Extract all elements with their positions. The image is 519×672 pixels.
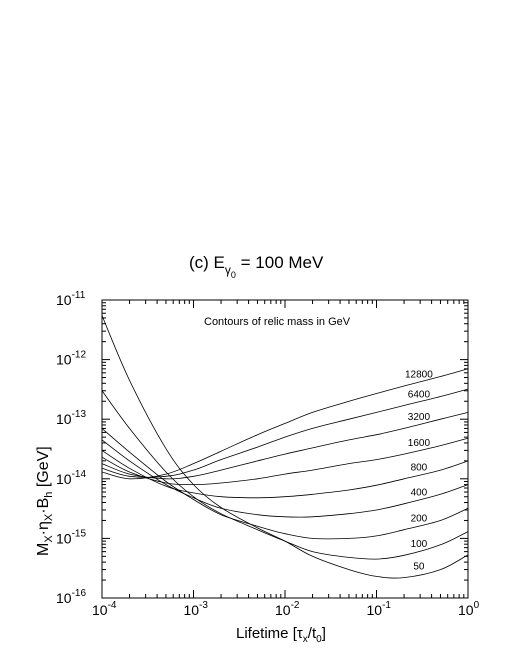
chart-title: (c) Eγ0 = 100 MeV: [189, 253, 324, 280]
contour-line-200: [101, 428, 469, 540]
contour-line-1600: [101, 437, 469, 486]
contour-label: 3200: [408, 412, 431, 423]
x-tick-label: 10-1: [367, 600, 392, 618]
contour-label: 400: [411, 488, 428, 499]
contour-label: 1600: [408, 438, 431, 449]
y-tick-label: 10-16: [56, 588, 86, 606]
y-axis-label: MX·ηX·Bh [GeV]: [35, 446, 55, 556]
x-tick-label: 10-2: [275, 600, 300, 618]
contour-label: 50: [413, 562, 425, 573]
contour-label: 6400: [408, 389, 431, 400]
x-tick-label: 100: [458, 600, 480, 618]
y-tick-label: 10-12: [56, 350, 86, 368]
y-tick-label: 10-11: [56, 290, 86, 308]
x-tick-label: 10-3: [184, 600, 209, 618]
contour-line-6400: [101, 388, 469, 478]
contour-line-800: [101, 450, 469, 499]
x-tick-label: 10-4: [92, 600, 117, 618]
contour-label: 800: [411, 463, 428, 474]
y-tick-labels: 10-16 10-15 10-14 10-13 10-12 10-11: [56, 290, 86, 606]
y-tick-label: 10-15: [56, 528, 86, 546]
contour-line-400: [101, 439, 469, 518]
y-tick-label: 10-14: [56, 469, 86, 487]
x-axis-label: Lifetime [τx/t0]: [236, 625, 326, 645]
x-tick-labels: 10-4 10-3 10-2 10-1 100: [92, 600, 480, 618]
contour-curves: [101, 315, 469, 579]
chart-annotation: Contours of relic mass in GeV: [204, 316, 351, 328]
axis-ticks: [101, 299, 469, 599]
contour-labels: 50 100 200 400 800 1600 3200 6400 12800: [405, 370, 433, 573]
contour-line-100: [101, 390, 469, 560]
y-tick-label: 10-13: [56, 409, 86, 427]
contour-label: 100: [411, 539, 428, 550]
contour-label: 200: [411, 513, 428, 524]
contour-line-3200: [101, 412, 469, 480]
contour-line-12800: [101, 368, 469, 480]
contour-label: 12800: [405, 370, 433, 381]
